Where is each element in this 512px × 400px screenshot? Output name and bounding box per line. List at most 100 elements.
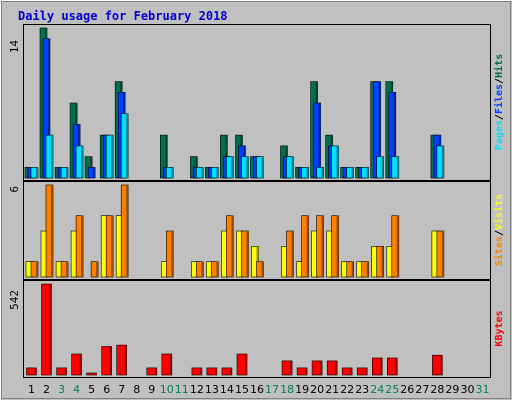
- bar-shade-sites-day-18: [291, 231, 294, 277]
- bar-shade-sites-day-19: [306, 215, 309, 277]
- x-tick-label-2: 2: [43, 383, 50, 396]
- bar-shade-pages-day-24: [381, 156, 384, 178]
- bar-shade-kbytes-day-23: [365, 367, 368, 375]
- bar-shade-pages-day-28: [441, 145, 444, 178]
- bar-shade-kbytes-day-18: [290, 360, 293, 375]
- bar-shade-pages-day-20: [321, 167, 324, 178]
- x-tick-label-16: 16: [250, 383, 264, 396]
- bar-shade-kbytes-day-4: [79, 354, 82, 375]
- series-pages: [30, 113, 445, 179]
- y-max-label: 14: [8, 40, 21, 54]
- bar-shade-hits-day-10: [165, 135, 168, 178]
- x-tick-label-18: 18: [280, 383, 294, 396]
- bar-shade-kbytes-day-2: [49, 284, 52, 375]
- bar-shade-sites-day-20: [321, 215, 324, 277]
- bar-shade-kbytes-day-21: [335, 360, 338, 375]
- bar-shade-pages-day-21: [336, 145, 339, 178]
- bar-shade-sites-day-2: [51, 185, 53, 277]
- panel-kbytes: 542 KBytes: [8, 280, 505, 378]
- x-tick-label-9: 9: [148, 383, 155, 396]
- bar-shade-pages-day-7: [126, 113, 129, 178]
- bar-shade-sites-day-5: [96, 261, 99, 277]
- series-sites: [30, 184, 445, 278]
- bar-shade-kbytes-day-22: [350, 367, 353, 375]
- x-tick-label-30: 30: [461, 383, 475, 396]
- bar-shade-sites-day-16: [261, 261, 264, 277]
- bar-shade-sites-day-3: [66, 261, 69, 277]
- bar-shade-sites-day-6: [111, 215, 114, 277]
- bar-shade-kbytes-day-9: [154, 367, 157, 375]
- bar-shade-kbytes-day-24: [380, 358, 383, 375]
- x-tick-label-26: 26: [400, 383, 414, 396]
- legend-entry-kbytes: KBytes: [494, 310, 505, 346]
- bar-shade-sites-day-10: [171, 231, 174, 277]
- bar-shade-sites-day-1: [36, 261, 38, 277]
- x-tick-label-7: 7: [118, 383, 125, 396]
- bar-shade-kbytes-day-7: [124, 345, 127, 375]
- bar-shade-pages-day-14: [231, 156, 234, 178]
- bar-shade-kbytes-day-28: [440, 355, 443, 375]
- x-tick-label-8: 8: [133, 383, 140, 396]
- x-tick-label-17: 17: [265, 383, 279, 396]
- legend-visits_sites: Sites/Visits: [493, 194, 505, 266]
- bar-shade-sites-day-15: [246, 231, 249, 277]
- bar-shade-pages-day-2: [51, 135, 53, 178]
- legend-entry-pages: Pages: [494, 120, 505, 150]
- legend-entry-sites: Sites: [493, 236, 505, 266]
- x-tick-label-27: 27: [415, 383, 429, 396]
- bar-shade-sites-day-25: [396, 215, 399, 277]
- bar-shade-files-day-24: [378, 81, 381, 178]
- bar-shade-pages-day-18: [291, 156, 294, 178]
- bar-shade-kbytes-day-5: [94, 373, 97, 375]
- x-tick-label-23: 23: [355, 383, 369, 396]
- x-tick-label-3: 3: [58, 383, 65, 396]
- bar-shade-sites-day-7: [126, 185, 129, 277]
- legend-kbytes: KBytes: [494, 310, 505, 346]
- x-tick-label-24: 24: [370, 383, 384, 396]
- bar-shade-files-day-5: [93, 167, 96, 178]
- bar-shade-kbytes-day-12: [199, 367, 202, 375]
- bar-shade-pages-day-23: [366, 167, 369, 178]
- panel-frame: [23, 24, 491, 181]
- x-tick-label-22: 22: [340, 383, 354, 396]
- x-tick-label-31: 31: [476, 383, 490, 396]
- x-tick-label-11: 11: [175, 383, 189, 396]
- legend-entry-visits: Visits: [493, 194, 505, 230]
- bar-shade-kbytes-day-3: [64, 367, 67, 375]
- bar-shade-sites-day-22: [351, 261, 354, 277]
- bar-shade-kbytes-day-20: [320, 360, 323, 375]
- bar-shade-sites-day-13: [216, 261, 219, 277]
- bar-shade-sites-day-12: [201, 261, 204, 277]
- x-tick-label-21: 21: [325, 383, 339, 396]
- x-tick-label-4: 4: [73, 383, 80, 396]
- bar-shade-files-day-20: [318, 103, 321, 178]
- bar-shade-pages-day-12: [201, 167, 204, 178]
- bar-shade-sites-day-4: [81, 215, 84, 277]
- bar-shade-sites-day-28: [441, 231, 444, 277]
- bar-shade-kbytes-day-25: [395, 358, 398, 375]
- bar-shade-sites-day-14: [231, 215, 234, 277]
- x-tick-label-1: 1: [28, 383, 35, 396]
- x-tick-label-12: 12: [190, 383, 204, 396]
- x-tick-label-13: 13: [205, 383, 219, 396]
- bar-shade-pages-day-19: [306, 167, 309, 178]
- y-max-label: 542: [8, 290, 21, 310]
- x-tick-label-25: 25: [385, 383, 399, 396]
- legend-separator: /: [494, 78, 505, 84]
- legend-hits_files_pages: Pages/Files/Hits: [493, 54, 505, 150]
- bar-shade-pages-day-22: [351, 167, 354, 178]
- bar-shade-kbytes-day-10: [169, 354, 172, 375]
- bar-shade-pages-day-13: [216, 167, 219, 178]
- legend-entry-hits: Hits: [493, 54, 505, 78]
- series-kbytes: [26, 283, 443, 376]
- bar-shade-pages-day-25: [396, 156, 399, 178]
- legend-separator: /: [494, 230, 505, 236]
- x-tick-label-20: 20: [310, 383, 324, 396]
- x-tick-label-19: 19: [295, 383, 309, 396]
- bar-shade-pages-day-10: [171, 167, 174, 178]
- bar-shade-pages-day-3: [66, 167, 69, 178]
